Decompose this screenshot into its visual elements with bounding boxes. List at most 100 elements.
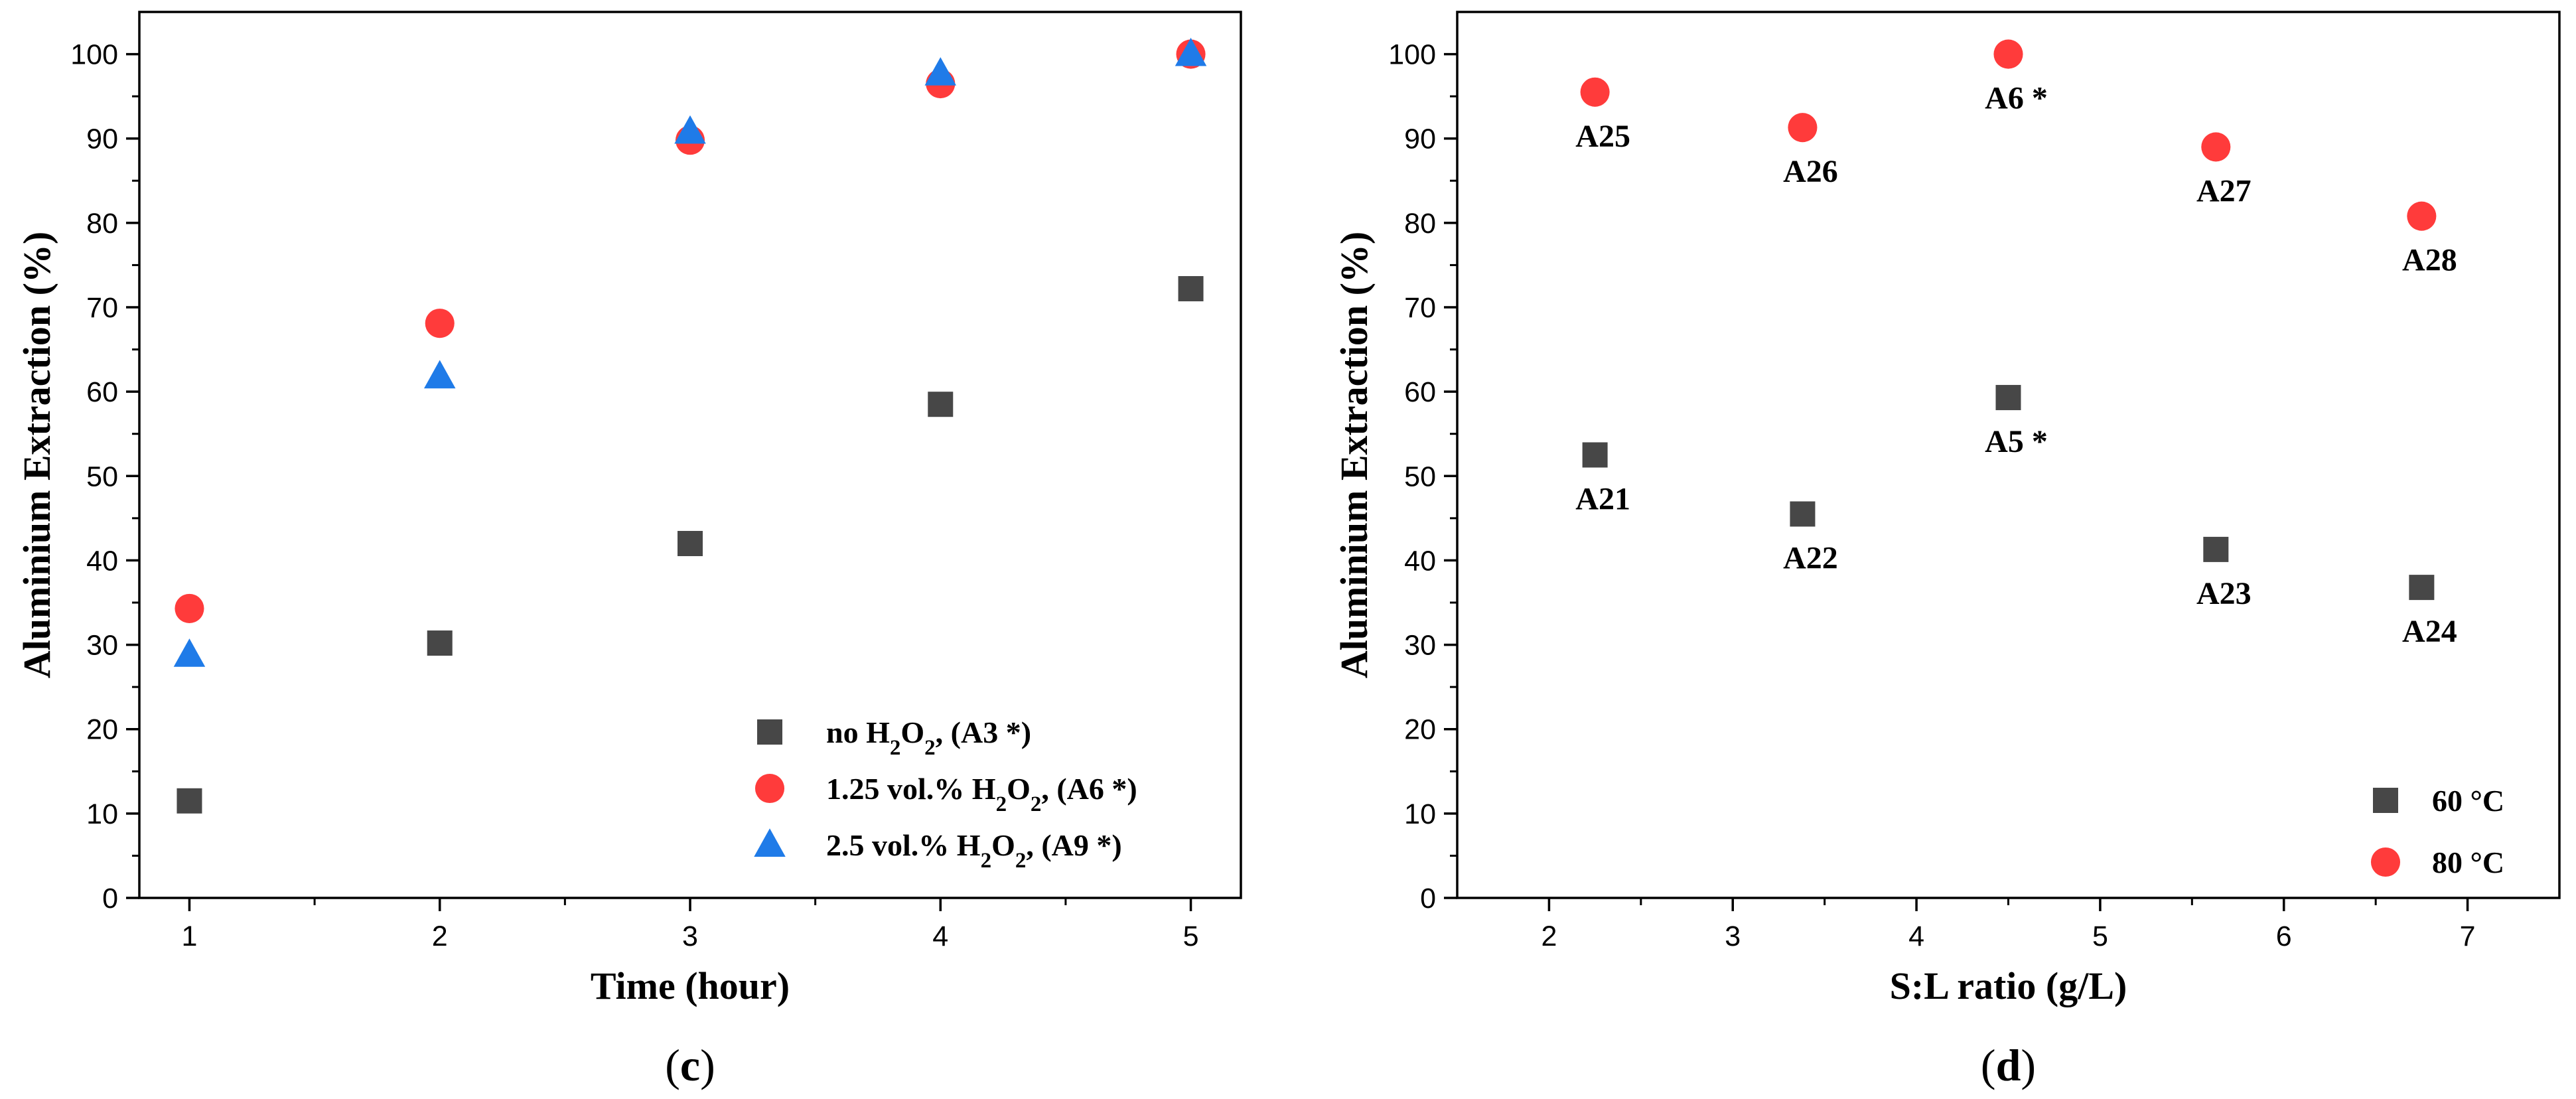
panel-c-triangle-point — [674, 115, 706, 144]
panel-d-point-label: A5 * — [1985, 424, 2048, 459]
panel-d: 0 10 20 30 40 50 60 70 80 90 100 2 3 4 5 6 7 S:L ratio (g… — [1332, 11, 2561, 1090]
panel-d-ytick-label: 60 — [1404, 376, 1436, 408]
panel-c-ytick-label: 90 — [86, 123, 118, 155]
panel-d-xtick-label: 5 — [2092, 920, 2108, 952]
panel-c-legend-item-2-suffix: , (A9 *) — [1026, 828, 1121, 862]
panel-d-square-point — [1582, 442, 1608, 468]
panel-c-square-point — [177, 788, 202, 814]
panel-d-point-label: A28 — [2402, 243, 2457, 278]
panel-c-legend-triangle-marker — [754, 828, 786, 857]
panel-c-legend-item-0-sub2: 2 — [924, 736, 936, 760]
panel-c-legend-item-1-sub2: 2 — [1031, 792, 1042, 816]
panel-d-circle-point — [1993, 39, 2023, 69]
panel-c-ytick-label: 80 — [86, 208, 118, 240]
panel-c-legend-item-2-mid: O — [991, 828, 1015, 862]
panel-c-ytick-label: 60 — [86, 376, 118, 408]
panel-d-x-axis-title: S:L ratio (g/L) — [1890, 964, 2127, 1007]
panel-c-y-axis-title: Aluminium Extraction (%) — [15, 232, 58, 678]
panel-d-xtick-label: 2 — [1541, 920, 1557, 952]
panel-c-ytick-label: 0 — [102, 883, 118, 915]
panel-d-xtick-label: 4 — [1908, 920, 1924, 952]
panel-c-ytick-label: 20 — [86, 714, 118, 746]
panel-d-label-part: ) — [2021, 1040, 2036, 1090]
panel-c-label-part: ( — [665, 1040, 680, 1090]
panel-c-triangle-point — [1175, 37, 1207, 66]
panel-c-square-point — [1178, 276, 1204, 302]
panel-c-square-point — [678, 531, 703, 556]
panel-d-xtick-label: 3 — [1725, 920, 1741, 952]
panel-d-circle-point — [1580, 77, 1610, 107]
panel-c-triangle-point — [423, 360, 456, 389]
panel-d-square-point — [1790, 501, 1816, 527]
panel-d-xtick-label: 6 — [2276, 920, 2292, 952]
panel-c-legend-item-1-prefix: 1.25 vol.% H — [826, 772, 996, 806]
panel-d-legend-item-0-text: 60 °C — [2432, 784, 2504, 818]
panel-c-triangle-point — [173, 638, 206, 667]
panel-c-legend-item-1-mid: O — [1007, 772, 1031, 806]
panel-d-square-point — [1995, 385, 2021, 411]
panel-d-ytick-label: 40 — [1404, 545, 1436, 577]
panel-c-ytick-label: 50 — [86, 461, 118, 492]
panel-c: 0 10 20 30 40 50 60 70 80 90 100 1 2 3 4 5 Time (hour) Al… — [15, 11, 1242, 1090]
panel-d-point-label: A22 — [1783, 541, 1838, 576]
panel-c-legend-item-1-sub1: 2 — [996, 792, 1007, 816]
panel-d-legend-square-marker — [2373, 788, 2398, 813]
panel-c-ytick-label: 10 — [86, 798, 118, 830]
panel-c-ytick-label: 70 — [86, 292, 118, 324]
panel-d-ytick-label: 30 — [1404, 630, 1436, 662]
panel-c-legend-item-2-sub2: 2 — [1015, 849, 1027, 873]
panel-c-circle-point — [175, 593, 204, 623]
panel-c-triangle-point — [924, 57, 957, 86]
panel-d-circle-point — [2201, 132, 2231, 162]
panel-d-point-label: A25 — [1575, 119, 1630, 154]
panel-d-legend-item-1-prefix: 80 °C — [2432, 845, 2504, 879]
panel-d-y-axis-title: Aluminium Extraction (%) — [1332, 232, 1376, 678]
panel-d-ytick-label: 0 — [1420, 883, 1436, 915]
panel-c-square-point — [427, 630, 453, 656]
panel-c-ytick-label: 40 — [86, 545, 118, 577]
panel-d-circle-point — [2407, 201, 2437, 231]
panel-d-ytick-label: 50 — [1404, 461, 1436, 492]
panel-c-xtick-label: 2 — [432, 920, 448, 952]
panel-c-square-point — [928, 392, 954, 417]
panel-c-xtick-label: 1 — [181, 920, 197, 952]
panel-d-point-label: A23 — [2196, 576, 2252, 611]
panel-d-point-label: A26 — [1783, 154, 1838, 189]
panel-c-legend-square-marker — [757, 719, 782, 745]
panel-c-legend-circle-marker — [754, 773, 785, 804]
panel-d-ytick-label: 90 — [1404, 123, 1436, 155]
panel-d-point-label: A6 * — [1985, 81, 2048, 116]
panel-d-label: (d) — [1981, 1040, 2036, 1090]
panel-d-ytick-label: 70 — [1404, 292, 1436, 324]
panel-d-xtick-label: 7 — [2460, 920, 2476, 952]
panel-c-legend-item-0-text: no H2O2, (A3 *) — [826, 715, 1031, 760]
panel-d-legend-item-0-prefix: 60 °C — [2432, 784, 2504, 818]
panel-c-legend-item-0-prefix: no H — [826, 715, 890, 749]
panel-c-ytick-label: 30 — [86, 630, 118, 662]
panel-c-xtick-label: 5 — [1183, 920, 1199, 952]
panel-d-square-point — [2409, 575, 2435, 601]
panel-d-point-label: A27 — [2196, 173, 2252, 208]
panel-d-label-part: d — [1996, 1040, 2021, 1090]
panel-d-ytick-label: 80 — [1404, 208, 1436, 240]
panel-c-x-axis-title: Time (hour) — [591, 964, 790, 1007]
panel-c-ytick-label: 100 — [70, 39, 118, 71]
panel-c-xtick-label: 4 — [932, 920, 948, 952]
panel-d-point-label: A21 — [1575, 482, 1630, 517]
panel-d-legend-item-1-text: 80 °C — [2432, 845, 2504, 879]
panel-d-ytick-label: 100 — [1388, 39, 1436, 71]
panel-d-ytick-label: 10 — [1404, 798, 1436, 830]
panel-c-legend-item-1-suffix: , (A6 *) — [1041, 772, 1137, 806]
panel-c-legend-item-1-text: 1.25 vol.% H2O2, (A6 *) — [826, 772, 1137, 816]
panel-c-label-part: c — [680, 1040, 700, 1090]
panel-c-label-part: ) — [700, 1040, 715, 1090]
panel-d-legend-circle-marker — [2370, 847, 2401, 877]
panel-d-circle-point — [1788, 113, 1818, 143]
panel-c-legend-item-2-text: 2.5 vol.% H2O2, (A9 *) — [826, 828, 1122, 873]
panel-d-square-point — [2203, 536, 2229, 562]
panel-c-xtick-label: 3 — [682, 920, 698, 952]
panel-c-legend-item-0-sub1: 2 — [890, 736, 901, 760]
panel-d-ytick-label: 20 — [1404, 714, 1436, 746]
panel-c-legend-item-0-mid: O — [900, 715, 924, 749]
